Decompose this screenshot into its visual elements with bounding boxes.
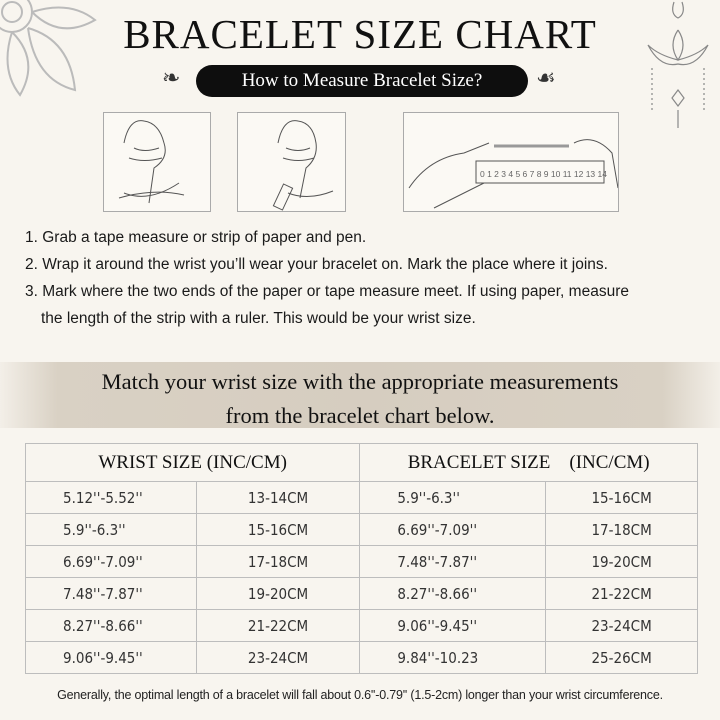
band-line-1: Match your wrist size with the appropria… <box>101 369 619 394</box>
size-chart-table: WRIST SIZE (INC/CM) BRACELET SIZE (INC/C… <box>24 443 698 674</box>
page-title: BRACELET SIZE CHART <box>123 11 597 57</box>
wrist-inches-cell: 8.27''-8.66'' <box>25 609 197 642</box>
wrist-cm-cell: 23-24CM <box>195 641 361 674</box>
instructions-list: 1. Grab a tape measure or strip of paper… <box>25 224 629 332</box>
instruction-band: Match your wrist size with the appropria… <box>0 362 720 428</box>
table-row: 5.12''-5.52'' 13-14CM 5.9''-6.3'' 15-16CM <box>25 481 698 514</box>
ruler-numbers: 0 1 2 3 4 5 6 7 8 9 10 11 12 13 14 <box>480 169 607 179</box>
illustration-mark-pen <box>237 112 346 212</box>
step-2: 2. Wrap it around the wrist you’ll wear … <box>25 256 608 273</box>
band-line-2: from the bracelet chart below. <box>225 403 495 428</box>
bracelet-inches-cell: 7.48''-7.87'' <box>359 545 547 578</box>
bracelet-cm-cell: 21-22CM <box>545 577 698 610</box>
wrist-size-header: WRIST SIZE (INC/CM) <box>24 443 361 482</box>
wrist-inches-cell: 7.48''-7.87'' <box>25 577 197 610</box>
step-3-continued: the length of the strip with a ruler. Th… <box>41 310 476 327</box>
illustration-wrap-tape <box>103 112 211 212</box>
illustration-ruler: 0 1 2 3 4 5 6 7 8 9 10 11 12 13 14 <box>403 112 619 212</box>
wrist-inches-cell: 5.9''-6.3'' <box>25 513 197 546</box>
left-flourish-icon: ❧ <box>162 66 181 91</box>
bracelet-cm-cell: 25-26CM <box>545 641 698 674</box>
wrist-cm-cell: 19-20CM <box>195 577 361 610</box>
table-row: 8.27''-8.66'' 21-22CM 9.06''-9.45'' 23-24CM <box>25 609 698 642</box>
table-row: 7.48''-7.87'' 19-20CM 8.27''-8.66'' 21-22CM <box>25 577 698 610</box>
wrist-cm-cell: 15-16CM <box>195 513 361 546</box>
bracelet-cm-cell: 19-20CM <box>545 545 698 578</box>
bracelet-inches-cell: 9.06''-9.45'' <box>359 609 547 642</box>
bracelet-cm-cell: 15-16CM <box>545 481 698 514</box>
wrist-inches-cell: 9.06''-9.45'' <box>25 641 197 674</box>
wrist-cm-cell: 13-14CM <box>195 481 361 514</box>
bracelet-inches-cell: 6.69''-7.09'' <box>359 513 547 546</box>
bracelet-inches-cell: 8.27''-8.66'' <box>359 577 547 610</box>
right-flourish-icon: ☙ <box>536 66 556 91</box>
lotus-hanging-decoration <box>647 1 709 128</box>
table-header-row: WRIST SIZE (INC/CM) BRACELET SIZE (INC/C… <box>24 443 698 482</box>
wrist-inches-cell: 5.12''-5.52'' <box>25 481 197 514</box>
step-3: 3. Mark where the two ends of the paper … <box>25 283 629 300</box>
wrist-cm-cell: 17-18CM <box>195 545 361 578</box>
lotus-mandala-decoration <box>0 0 97 97</box>
subtitle-pill: How to Measure Bracelet Size? <box>196 65 528 97</box>
table-row: 6.69''-7.09'' 17-18CM 7.48''-7.87'' 19-20CM <box>25 545 698 578</box>
bracelet-cm-cell: 23-24CM <box>545 609 698 642</box>
footer-note: Generally, the optimal length of a brace… <box>57 688 663 702</box>
step-1: 1. Grab a tape measure or strip of paper… <box>25 229 367 246</box>
bracelet-inches-cell: 9.84''-10.23 <box>359 641 547 674</box>
bracelet-size-header: BRACELET SIZE (INC/CM) <box>359 443 698 482</box>
table-row: 5.9''-6.3'' 15-16CM 6.69''-7.09'' 17-18CM <box>25 513 698 546</box>
bracelet-cm-cell: 17-18CM <box>545 513 698 546</box>
table-row: 9.06''-9.45'' 23-24CM 9.84''-10.23 25-26CM <box>25 641 698 674</box>
wrist-inches-cell: 6.69''-7.09'' <box>25 545 197 578</box>
bracelet-inches-cell: 5.9''-6.3'' <box>359 481 547 514</box>
wrist-cm-cell: 21-22CM <box>195 609 361 642</box>
